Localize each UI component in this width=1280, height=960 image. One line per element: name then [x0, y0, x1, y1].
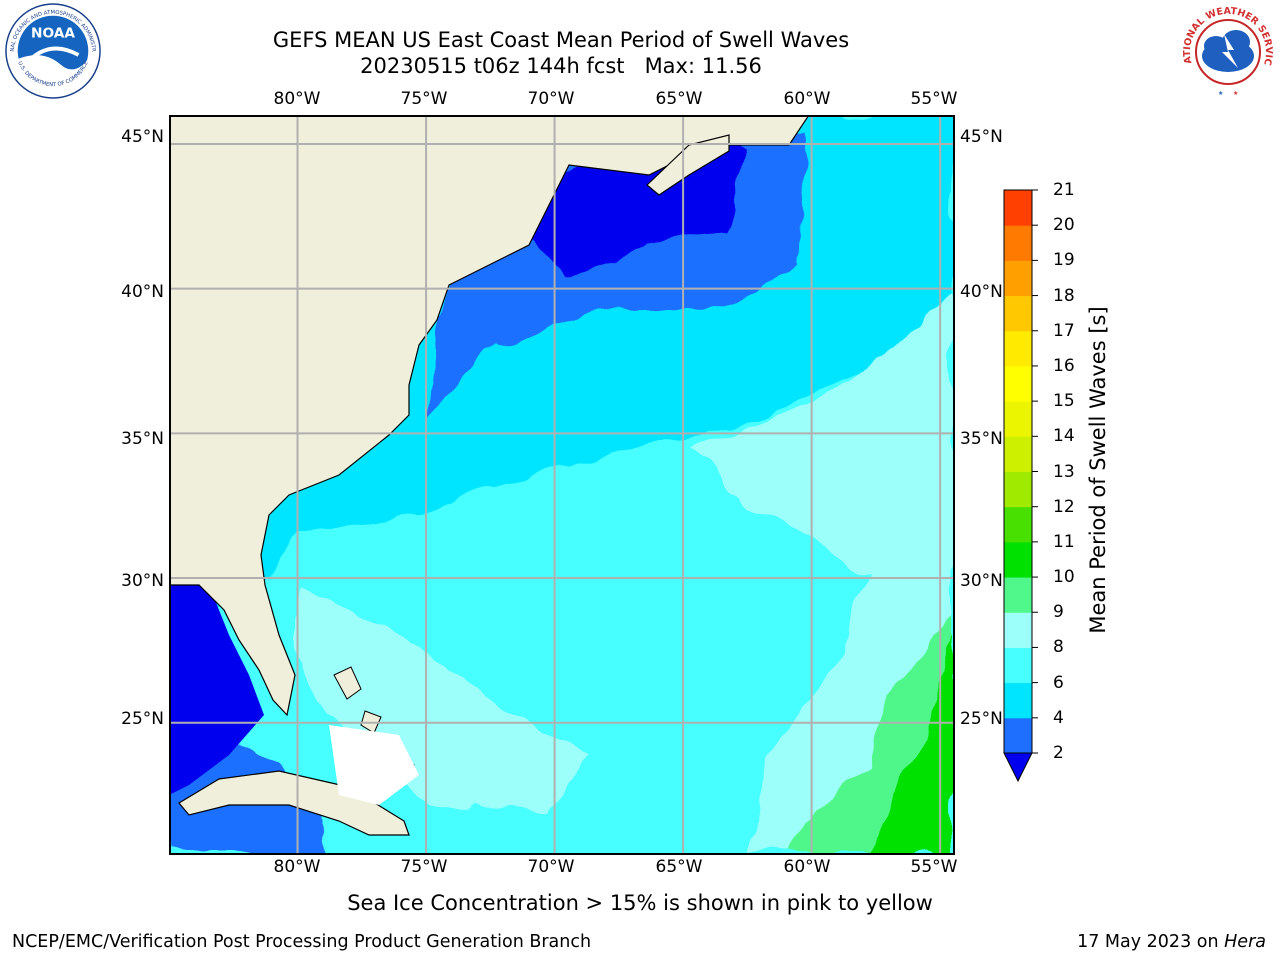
lon-tick-bottom: 60°W — [783, 857, 831, 877]
noaa-logo: NOAA NATIONAL OCEANIC AND ATMOSPHERIC AD… — [4, 2, 101, 99]
lat-tick-left: 35°N — [121, 429, 164, 449]
lon-tick-top: 80°W — [273, 89, 321, 109]
nws-logo: NATIONAL WEATHER SERVICE ★ ★ — [1178, 2, 1275, 99]
colorbar-band — [1004, 190, 1032, 226]
footer-credit: NCEP/EMC/Verification Post Processing Pr… — [12, 932, 592, 952]
colorbar-tick-label: 12 — [1053, 496, 1075, 517]
swell-period-map — [169, 115, 953, 853]
colorbar-tick-label: 18 — [1053, 285, 1075, 306]
svg-text:★: ★ — [1218, 90, 1223, 97]
colorbar-tick-label: 16 — [1053, 355, 1075, 376]
lat-tick-right: 30°N — [960, 571, 1003, 591]
colorbar-tick-label: 8 — [1053, 637, 1064, 658]
footer-date: 17 May 2023 on Hera — [1077, 932, 1266, 952]
colorbar-under-arrow — [1003, 752, 1033, 783]
land-bahamas — [333, 666, 362, 700]
lon-tick-bottom: 80°W — [273, 857, 321, 877]
colorbar-band — [1004, 295, 1032, 332]
map-subtitle: 20230515 t06z 144h fcst Max: 11.56 — [360, 54, 762, 78]
lat-tick-left: 30°N — [121, 571, 164, 591]
colorbar-band — [1004, 365, 1032, 402]
lon-tick-top: 70°W — [527, 89, 575, 109]
lat-tick-right: 35°N — [960, 429, 1003, 449]
colorbar-tick-label: 15 — [1053, 391, 1075, 412]
colorbar-band — [1004, 541, 1032, 578]
no-data-bank — [329, 725, 419, 805]
land-nova-scotia — [646, 134, 730, 196]
lon-tick-top: 65°W — [655, 89, 703, 109]
noaa-wordmark: NOAA — [31, 25, 75, 41]
lat-tick-left: 25°N — [121, 709, 164, 729]
colorbar-tick-label: 2 — [1053, 743, 1064, 763]
colorbar-tick-label: 14 — [1053, 426, 1075, 447]
colorbar-band — [1004, 682, 1032, 719]
sea-ice-note: Sea Ice Concentration > 15% is shown in … — [347, 891, 933, 915]
lat-tick-left: 40°N — [121, 282, 164, 302]
colorbar-band — [1004, 225, 1032, 261]
map-title: GEFS MEAN US East Coast Mean Period of S… — [272, 28, 850, 52]
colorbar — [1003, 189, 1038, 783]
lon-tick-bottom: 70°W — [527, 857, 575, 877]
colorbar-tick-label: 11 — [1053, 531, 1075, 552]
lat-tick-right: 25°N — [960, 709, 1003, 729]
colorbar-band — [1004, 260, 1032, 297]
colorbar-tick-label: 19 — [1053, 250, 1075, 271]
colorbar-tick-label: 20 — [1053, 215, 1075, 236]
svg-text:★: ★ — [1233, 90, 1238, 97]
colorbar-tick-label: 13 — [1053, 461, 1075, 482]
lat-tick-right: 40°N — [960, 282, 1003, 302]
colorbar-band — [1004, 647, 1032, 684]
land-north-america — [169, 115, 810, 717]
lon-tick-bottom: 75°W — [400, 857, 448, 877]
colorbar-tick-label: 9 — [1053, 602, 1064, 623]
field-10-11s — [869, 635, 953, 853]
colorbar-band — [1004, 436, 1032, 472]
colorbar-tick-label: 21 — [1053, 180, 1075, 200]
lat-tick-left: 45°N — [121, 127, 164, 147]
lon-tick-top: 60°W — [783, 89, 831, 109]
colorbar-tick-label: 4 — [1053, 707, 1064, 728]
colorbar-tick-label: 6 — [1053, 672, 1064, 693]
field-8-9s-sw — [289, 585, 589, 815]
colorbar-band — [1004, 612, 1032, 648]
colorbar-tick-label: 17 — [1053, 320, 1075, 341]
lon-tick-top: 75°W — [400, 89, 448, 109]
map-grid — [169, 115, 953, 853]
colorbar-band — [1004, 506, 1032, 543]
colorbar-band — [1004, 330, 1032, 367]
lon-tick-bottom: 55°W — [910, 857, 958, 877]
colorbar-band — [1004, 471, 1032, 508]
land-cuba — [178, 770, 410, 836]
lat-tick-right: 45°N — [960, 127, 1003, 147]
lon-tick-bottom: 65°W — [655, 857, 703, 877]
gulf-of-mexico — [169, 585, 264, 795]
footer-host: Hera — [1224, 932, 1266, 952]
colorbar-band — [1004, 401, 1032, 437]
colorbar-band — [1004, 717, 1032, 754]
colorbar-band — [1004, 577, 1032, 613]
colorbar-tick-label: 10 — [1053, 567, 1075, 588]
lon-tick-top: 55°W — [910, 89, 958, 109]
